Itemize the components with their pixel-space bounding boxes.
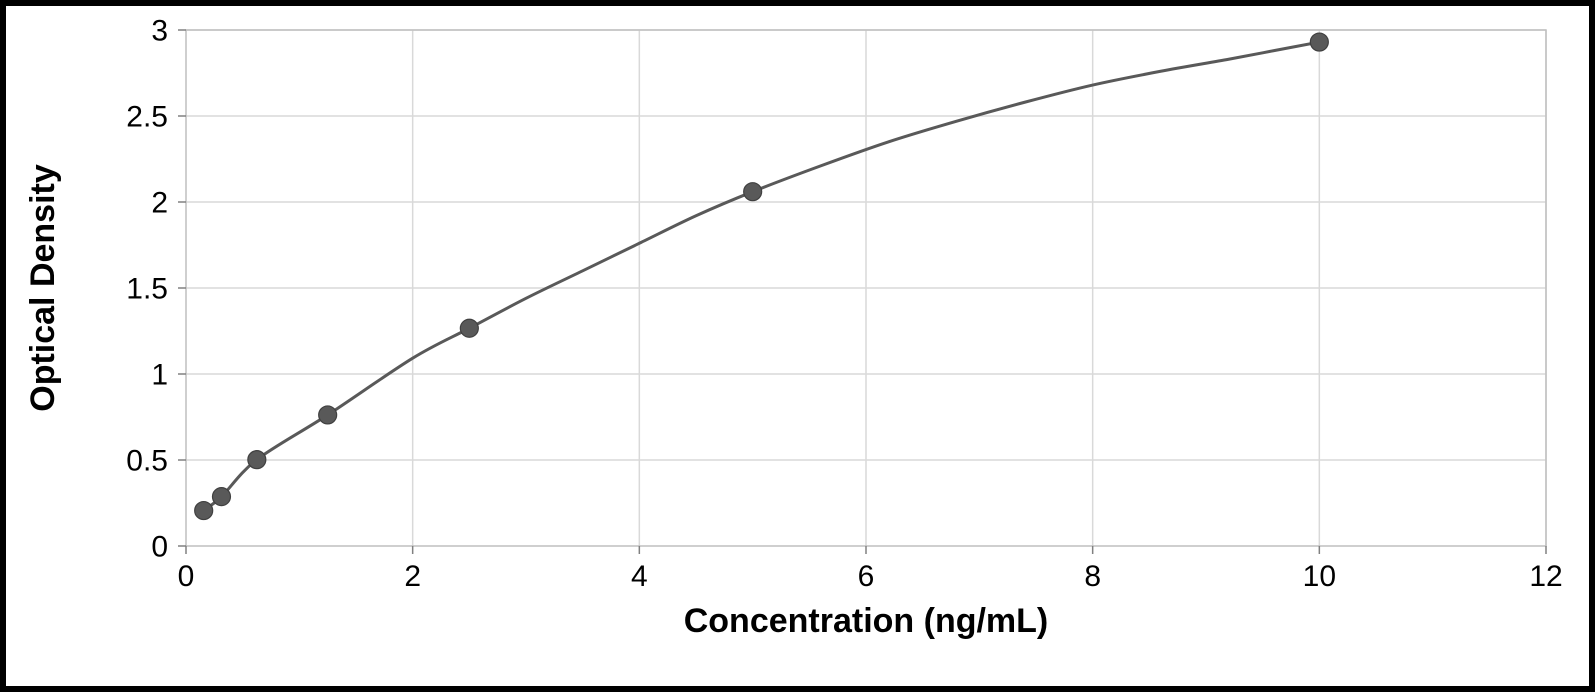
data-point-marker [195, 502, 213, 520]
y-tick-label: 1.5 [126, 273, 168, 306]
x-tick-label: 10 [1303, 560, 1336, 593]
x-tick-label: 12 [1529, 560, 1562, 593]
y-axis-label: Optical Density [24, 164, 62, 412]
data-point-marker [1310, 33, 1328, 51]
chart-svg: 0 2 4 6 8 10 12 0 0.5 1 1.5 2 2.5 3 Concentration (ng/… [6, 6, 1589, 686]
data-point-marker [319, 406, 337, 424]
x-tick-label: 2 [404, 560, 421, 593]
x-tick-label: 0 [178, 560, 195, 593]
y-tick-label: 1 [151, 359, 168, 392]
x-tick-label: 6 [858, 560, 875, 593]
y-tick-label: 2.5 [126, 101, 168, 134]
y-tick-label: 0 [151, 531, 168, 564]
x-tick-label: 4 [631, 560, 648, 593]
y-tick-label: 3 [151, 15, 168, 48]
chart-outer-frame: 0 2 4 6 8 10 12 0 0.5 1 1.5 2 2.5 3 Concentration (ng/… [0, 0, 1595, 692]
data-point-marker [248, 451, 266, 469]
y-tick-label: 2 [151, 187, 168, 220]
data-point-marker [744, 183, 762, 201]
data-point-marker [460, 319, 478, 337]
x-axis-label: Concentration (ng/mL) [684, 602, 1049, 640]
x-tick-label: 8 [1084, 560, 1101, 593]
y-tick-label: 0.5 [126, 445, 168, 478]
data-point-marker [212, 488, 230, 506]
